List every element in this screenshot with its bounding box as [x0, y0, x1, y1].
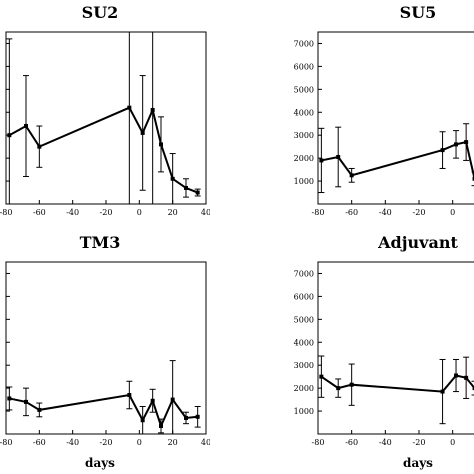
data-point [349, 173, 354, 178]
y-tick-label: 7000 [294, 269, 314, 278]
data-point [464, 375, 469, 380]
data-point [319, 374, 324, 379]
y-tick-label: 2000 [294, 154, 314, 163]
series-line [320, 374, 474, 393]
x-tick-label: 40 [201, 208, 211, 217]
series-line [8, 106, 199, 194]
data-point [37, 407, 42, 412]
data-point [464, 140, 469, 145]
x-tick-label: -40 [379, 208, 392, 217]
data-point [7, 396, 12, 401]
chart-title: SU5 [400, 3, 437, 22]
x-tick-label: -40 [66, 438, 79, 447]
chart-title: SU2 [82, 3, 119, 22]
y-tick-label: 4000 [294, 108, 314, 117]
y-tick-label: 3000 [294, 131, 314, 140]
data-point [472, 386, 474, 391]
y-tick-label: 6000 [294, 292, 314, 301]
data-point [150, 107, 155, 112]
x-tick-label: -20 [413, 208, 426, 217]
x-tick-label: 0 [450, 438, 455, 447]
data-point [24, 399, 28, 404]
data-point [336, 386, 341, 391]
y-tick-label: 1000 [294, 407, 314, 416]
x-tick-label: 20 [168, 438, 178, 447]
plot-frame [317, 31, 474, 205]
data-point [170, 397, 175, 402]
y-tick-label: 4000 [294, 338, 314, 347]
x-tick-label: -60 [345, 208, 358, 217]
data-point [150, 398, 155, 403]
panel-1: -80 -60 -40 -20 0 1000 2000 3000 4000 5000 6000 700… [294, 31, 474, 217]
x-tick-label: -80 [312, 438, 325, 447]
data-point [140, 418, 145, 423]
x-tick-label: 0 [137, 438, 142, 447]
x-tick-label: -40 [379, 438, 392, 447]
series-line [9, 393, 198, 429]
data-point [454, 373, 459, 378]
y-tick-label: 7000 [294, 39, 314, 48]
data-point [159, 423, 163, 428]
data-point [349, 382, 354, 387]
data-point [127, 393, 132, 398]
x-tick-label: -20 [413, 438, 426, 447]
chart-title: Adjuvant [377, 233, 458, 252]
x-axis-label: days [403, 456, 433, 470]
x-axis-label: days [85, 456, 115, 470]
data-point [195, 414, 200, 419]
data-point [336, 154, 341, 159]
data-point [454, 142, 459, 147]
data-point [24, 124, 28, 129]
data-point [184, 415, 188, 420]
x-tick-label: -40 [66, 208, 79, 217]
plot-frame [317, 261, 474, 435]
data-point [170, 176, 175, 181]
data-point [319, 158, 324, 163]
data-point [195, 190, 200, 195]
x-tick-label: -60 [33, 208, 46, 217]
x-tick-label: 20 [168, 208, 178, 217]
x-tick-label: -60 [345, 438, 358, 447]
x-tick-label: 0 [137, 208, 142, 217]
y-tick-label: 1000 [294, 177, 314, 186]
data-point [37, 144, 42, 149]
data-point [127, 105, 132, 110]
data-point [440, 389, 445, 394]
panel-3: -80-60-40-200201000200030004000500060007… [294, 261, 474, 447]
y-tick-label: 6000 [294, 62, 314, 71]
panel-2: -80 -60 -40 -20 0 20 40 [0, 261, 211, 447]
series-line [321, 140, 474, 179]
y-tick-label: 5000 [294, 85, 314, 94]
y-tick-label: 3000 [294, 361, 314, 370]
x-tick-label: 0 [450, 208, 455, 217]
y-tick-label: 5000 [294, 315, 314, 324]
panel-0: -80 -60 -40 -20 0 20 40 [0, 31, 211, 217]
x-tick-label: -60 [33, 438, 46, 447]
x-tick-label: -20 [100, 438, 113, 447]
data-point [472, 176, 474, 181]
x-tick-label: -80 [0, 208, 12, 217]
chart-title: TM3 [80, 233, 121, 252]
x-tick-label: 40 [201, 438, 211, 447]
data-point [159, 142, 163, 147]
x-tick-label: -80 [312, 208, 325, 217]
data-point [140, 130, 145, 135]
data-point [184, 185, 188, 190]
data-point [7, 133, 12, 138]
x-tick-label: -80 [0, 438, 12, 447]
x-tick-label: -20 [100, 208, 113, 217]
data-point [440, 148, 445, 153]
y-tick-label: 2000 [294, 384, 314, 393]
